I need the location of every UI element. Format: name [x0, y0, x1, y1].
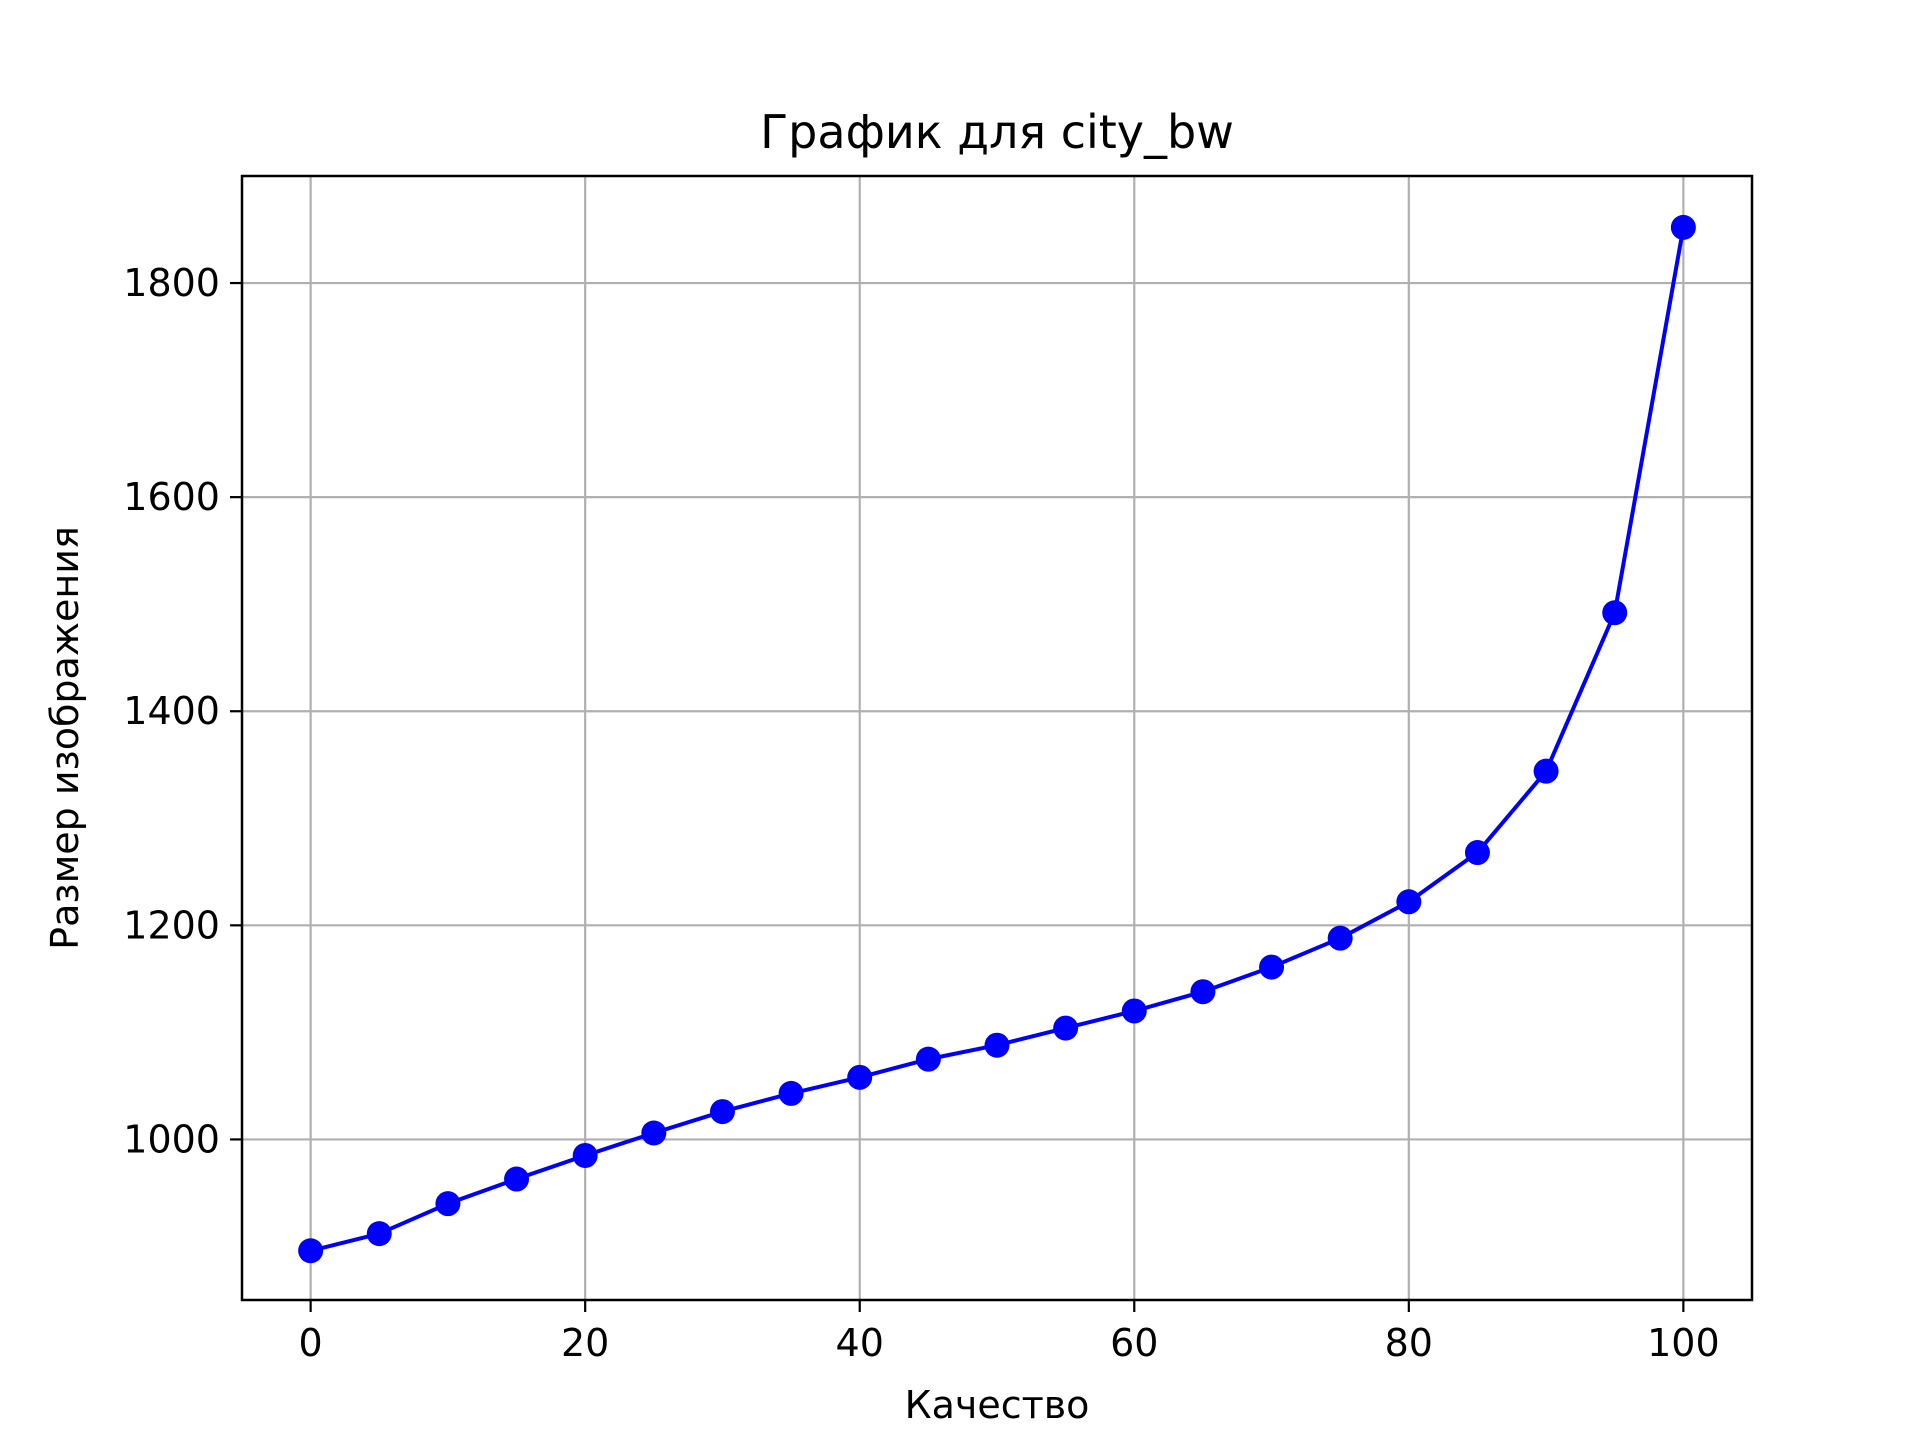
y-tick-label: 1200 — [123, 903, 220, 947]
data-point — [847, 1064, 873, 1090]
y-tick-label: 1400 — [123, 689, 220, 733]
y-tick-label: 1000 — [123, 1117, 220, 1161]
data-point — [1396, 889, 1422, 915]
x-tick-label: 80 — [1385, 1321, 1433, 1365]
data-point — [1533, 758, 1559, 784]
data-point — [504, 1166, 530, 1192]
x-tick-label: 20 — [561, 1321, 609, 1365]
data-point — [915, 1046, 941, 1072]
data-point — [778, 1080, 804, 1106]
y-tick-label: 1600 — [123, 475, 220, 519]
data-point — [1327, 925, 1353, 951]
data-point — [572, 1142, 598, 1168]
data-point — [1602, 600, 1628, 626]
data-point — [1190, 979, 1216, 1005]
data-point — [1053, 1015, 1079, 1041]
plot-area-frame — [240, 174, 1754, 1302]
axis-ticks: 0 20 40 60 80 100 1000 1200 1400 1600 1800 — [123, 261, 1719, 1365]
x-tick-label: 0 — [299, 1321, 323, 1365]
data-point — [709, 1099, 735, 1125]
data-point — [1464, 840, 1490, 866]
x-tick-label: 60 — [1110, 1321, 1158, 1365]
data-point — [1121, 998, 1147, 1024]
data-point — [984, 1032, 1010, 1058]
data-point — [1259, 954, 1285, 980]
x-tick-label: 40 — [836, 1321, 884, 1365]
x-axis-label: Качество — [905, 1383, 1090, 1427]
chart-title: График для city_bw — [760, 105, 1234, 159]
y-tick-label: 1800 — [123, 261, 220, 305]
series-layer — [298, 214, 1696, 1264]
x-tick-label: 100 — [1647, 1321, 1720, 1365]
data-point — [641, 1120, 667, 1146]
data-point — [298, 1238, 324, 1264]
data-point — [435, 1191, 461, 1217]
y-axis-label: Размер изображения — [43, 526, 87, 950]
data-point — [366, 1221, 392, 1247]
data-point — [1670, 214, 1696, 240]
grid-lines — [242, 176, 1752, 1300]
